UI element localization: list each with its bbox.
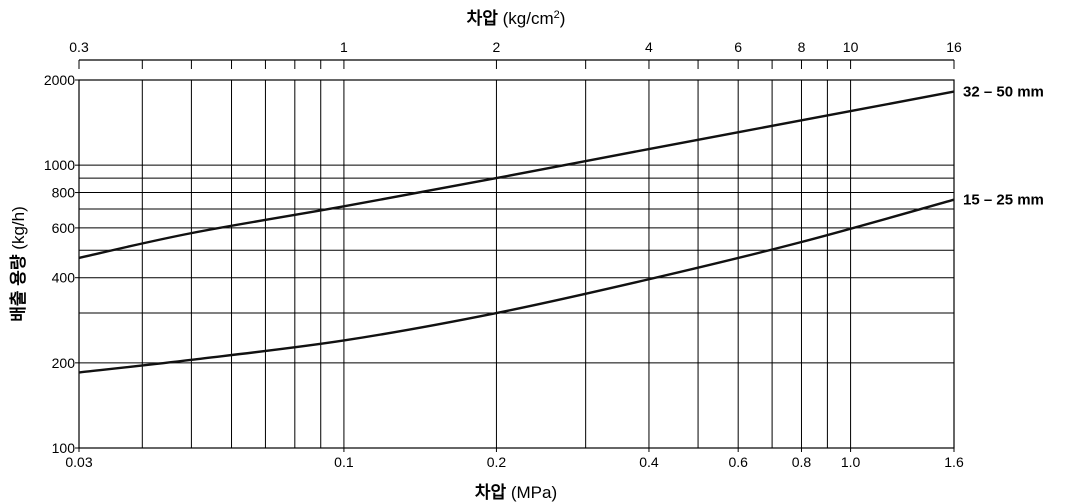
y-axis-tick-label: 2000 — [44, 72, 75, 88]
y-axis-tick-label: 800 — [52, 185, 76, 201]
plot-frame — [78, 79, 955, 449]
label-layer: 32 – 50 mm 15 – 25 mm — [963, 84, 1044, 209]
grid-layer — [79, 80, 954, 448]
series-label-1: 32 – 50 mm — [963, 84, 1044, 101]
top-axis-tick-label: 6 — [734, 39, 742, 55]
top-axis-tick-label: 8 — [798, 39, 806, 55]
bottom-axis-title-unit: (MPa) — [511, 483, 557, 502]
bottom-axis-title: 차압 (MPa) — [475, 482, 557, 502]
bottom-axis-tick-label: 0.8 — [792, 454, 812, 470]
bottom-axis-tick-label: 0.03 — [65, 454, 92, 470]
bottom-axis-tick-label: 0.1 — [334, 454, 354, 470]
top-axis-title-close: ) — [560, 9, 566, 28]
y-axis-tick-label: 100 — [52, 440, 76, 456]
bottom-axis-tick-label: 0.4 — [639, 454, 659, 470]
bottom-axis-tick-label: 0.6 — [728, 454, 748, 470]
top-axis-tick-label: 16 — [946, 39, 962, 55]
top-axis-tick-label: 10 — [843, 39, 859, 55]
y-axis-title-bold: 배출 용량 — [9, 254, 28, 322]
y-axis-tick-label: 400 — [52, 270, 76, 286]
top-axis-title-unit: (kg/cm — [503, 9, 554, 28]
top-axis-title: 차압 (kg/cm2) — [467, 8, 566, 28]
top-axis-tick-label: 0.3 — [69, 39, 89, 55]
y-axis-tick-label: 600 — [52, 220, 76, 236]
top-axis-tick-label: 2 — [493, 39, 501, 55]
top-axis-title-bold: 차압 — [467, 8, 499, 28]
bottom-axis-tick-label: 1.6 — [944, 454, 964, 470]
y-axis-tick-label: 1000 — [44, 157, 75, 173]
y-axis-tick-label: 200 — [52, 355, 76, 371]
series-line-1 — [78, 90, 955, 260]
series-layer — [78, 90, 955, 374]
top-axis-tick-label: 1 — [340, 39, 348, 55]
y-axis-title: 배출 용량 (kg/h) — [9, 206, 28, 322]
top-axis-title-sup: 2 — [554, 9, 560, 21]
bottom-axis-title-bold: 차압 — [475, 482, 507, 502]
y-axis-title-unit: (kg/h) — [9, 206, 28, 249]
axis-layer: 0.3 1 2 4 6 8 10 16 0.03 0.1 0.2 0.4 0.6 0.8 1.0 1.6 100… — [44, 39, 964, 470]
top-axis-tick-label: 4 — [645, 39, 653, 55]
series-line-2 — [78, 198, 955, 374]
series-label-2: 15 – 25 mm — [963, 192, 1044, 209]
bottom-axis-tick-label: 1.0 — [841, 454, 861, 470]
bottom-axis-tick-label: 0.2 — [487, 454, 507, 470]
